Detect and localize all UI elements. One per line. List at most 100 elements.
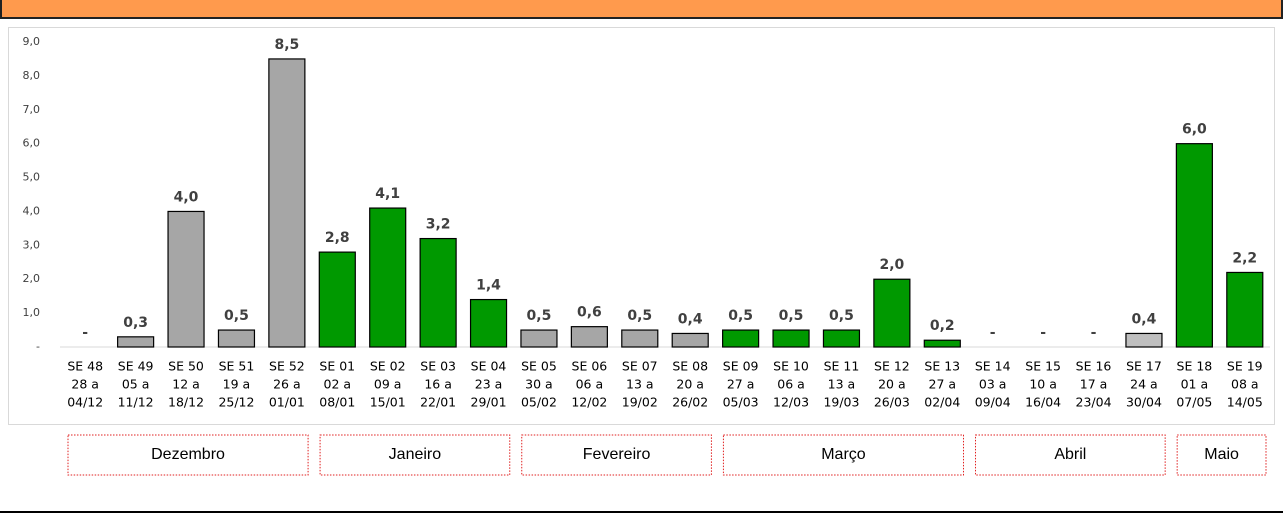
x-tick-label: 04/12 [67, 395, 103, 410]
x-tick-label: SE 16 [1076, 359, 1112, 374]
x-tick-label: 08 a [1231, 377, 1259, 392]
x-tick-label: 03 a [979, 377, 1007, 392]
value-label: 6,0 [1182, 122, 1207, 138]
month-box [975, 434, 1166, 476]
x-tick-label: 06 a [777, 377, 805, 392]
x-tick-label: 01/01 [269, 395, 305, 410]
x-tick-label: 13 a [828, 377, 856, 392]
x-tick-label: 06 a [576, 377, 604, 392]
x-tick-label: SE 01 [319, 359, 355, 374]
x-tick-label: 17 a [1080, 377, 1108, 392]
bar [772, 329, 810, 348]
header-bar [0, 0, 1283, 19]
x-tick-label: 23 a [475, 377, 503, 392]
x-tick-label: 01 a [1181, 377, 1209, 392]
x-tick-label: 27 a [727, 377, 755, 392]
y-tick-label: 9,0 [23, 35, 41, 48]
x-tick-label: SE 50 [168, 359, 204, 374]
bar [369, 207, 407, 348]
bar [217, 329, 256, 348]
x-tick-label: 12 a [172, 377, 200, 392]
x-tick-label: SE 02 [370, 359, 406, 374]
bar [923, 339, 961, 348]
x-tick-label: 24 a [1130, 377, 1158, 392]
value-label: 0,5 [829, 308, 854, 324]
x-tick-label: 19 a [223, 377, 251, 392]
value-label: - [990, 325, 996, 341]
x-tick-label: SE 49 [118, 359, 154, 374]
month-label: Janeiro [389, 446, 442, 463]
bar [1175, 143, 1213, 348]
x-tick-label: SE 18 [1177, 359, 1213, 374]
bar [570, 326, 608, 348]
month-label: Dezembro [151, 446, 225, 463]
month-box [521, 434, 712, 476]
month-label: Maio [1204, 446, 1239, 463]
x-tick-label: 23/04 [1076, 395, 1112, 410]
month-label: Março [821, 446, 866, 463]
x-tick-label: 29/01 [471, 395, 507, 410]
bar [520, 329, 558, 348]
value-label: 2,0 [879, 257, 904, 273]
x-tick-label: SE 17 [1126, 359, 1162, 374]
y-tick-label: 8,0 [23, 69, 41, 82]
bar [722, 329, 760, 348]
value-label: 4,0 [174, 189, 199, 205]
y-tick-label: 1,0 [23, 306, 41, 319]
value-label: - [1040, 325, 1046, 341]
bar [621, 329, 659, 348]
bar [419, 237, 457, 348]
y-tick-label: - [36, 340, 40, 353]
bar [1125, 332, 1163, 348]
bar [318, 251, 356, 348]
x-tick-label: SE 08 [672, 359, 708, 374]
x-tick-label: 10 a [1029, 377, 1057, 392]
x-tick-label: 16 a [424, 377, 452, 392]
x-tick-label: 14/05 [1227, 395, 1263, 410]
value-label: 0,4 [1132, 311, 1157, 327]
x-tick-label: 19/02 [622, 395, 658, 410]
x-tick-label: 15/01 [370, 395, 406, 410]
x-tick-label: 12/02 [571, 395, 607, 410]
x-tick-label: 07/05 [1176, 395, 1212, 410]
bar [822, 329, 861, 348]
bar [873, 278, 911, 348]
x-tick-label: 25/12 [218, 395, 254, 410]
x-tick-label: 19/03 [823, 395, 859, 410]
x-tick-label: SE 03 [420, 359, 456, 374]
x-tick-label: 05/03 [723, 395, 759, 410]
y-tick-label: 3,0 [23, 238, 41, 251]
x-tick-label: 30 a [525, 377, 553, 392]
value-label: 0,2 [930, 318, 955, 334]
plot-frame [8, 27, 1275, 425]
value-label: 0,3 [123, 315, 148, 331]
bar [117, 336, 155, 348]
value-label: - [82, 325, 88, 341]
x-tick-label: 28 a [71, 377, 99, 392]
month-box [319, 434, 511, 476]
x-tick-label: 05 a [122, 377, 150, 392]
y-tick-label: 7,0 [23, 103, 41, 116]
bar [671, 332, 709, 348]
x-tick-label: 20 a [676, 377, 704, 392]
x-tick-label: 27 a [929, 377, 957, 392]
x-tick-label: 12/03 [773, 395, 809, 410]
x-tick-label: SE 19 [1227, 359, 1263, 374]
value-label: - [1091, 325, 1097, 341]
bar [167, 210, 205, 348]
value-label: 0,5 [728, 308, 753, 324]
x-tick-label: SE 14 [975, 359, 1011, 374]
x-tick-label: SE 11 [824, 359, 860, 374]
x-tick-label: 20 a [878, 377, 906, 392]
y-tick-label: 4,0 [23, 204, 41, 217]
x-tick-label: SE 09 [723, 359, 759, 374]
x-tick-label: SE 15 [1025, 359, 1061, 374]
x-tick-label: 16/04 [1025, 395, 1061, 410]
x-tick-label: 13 a [626, 377, 654, 392]
x-tick-label: 09/04 [975, 395, 1011, 410]
x-tick-label: SE 12 [874, 359, 910, 374]
value-label: 0,4 [678, 311, 703, 327]
x-tick-label: 11/12 [118, 395, 154, 410]
